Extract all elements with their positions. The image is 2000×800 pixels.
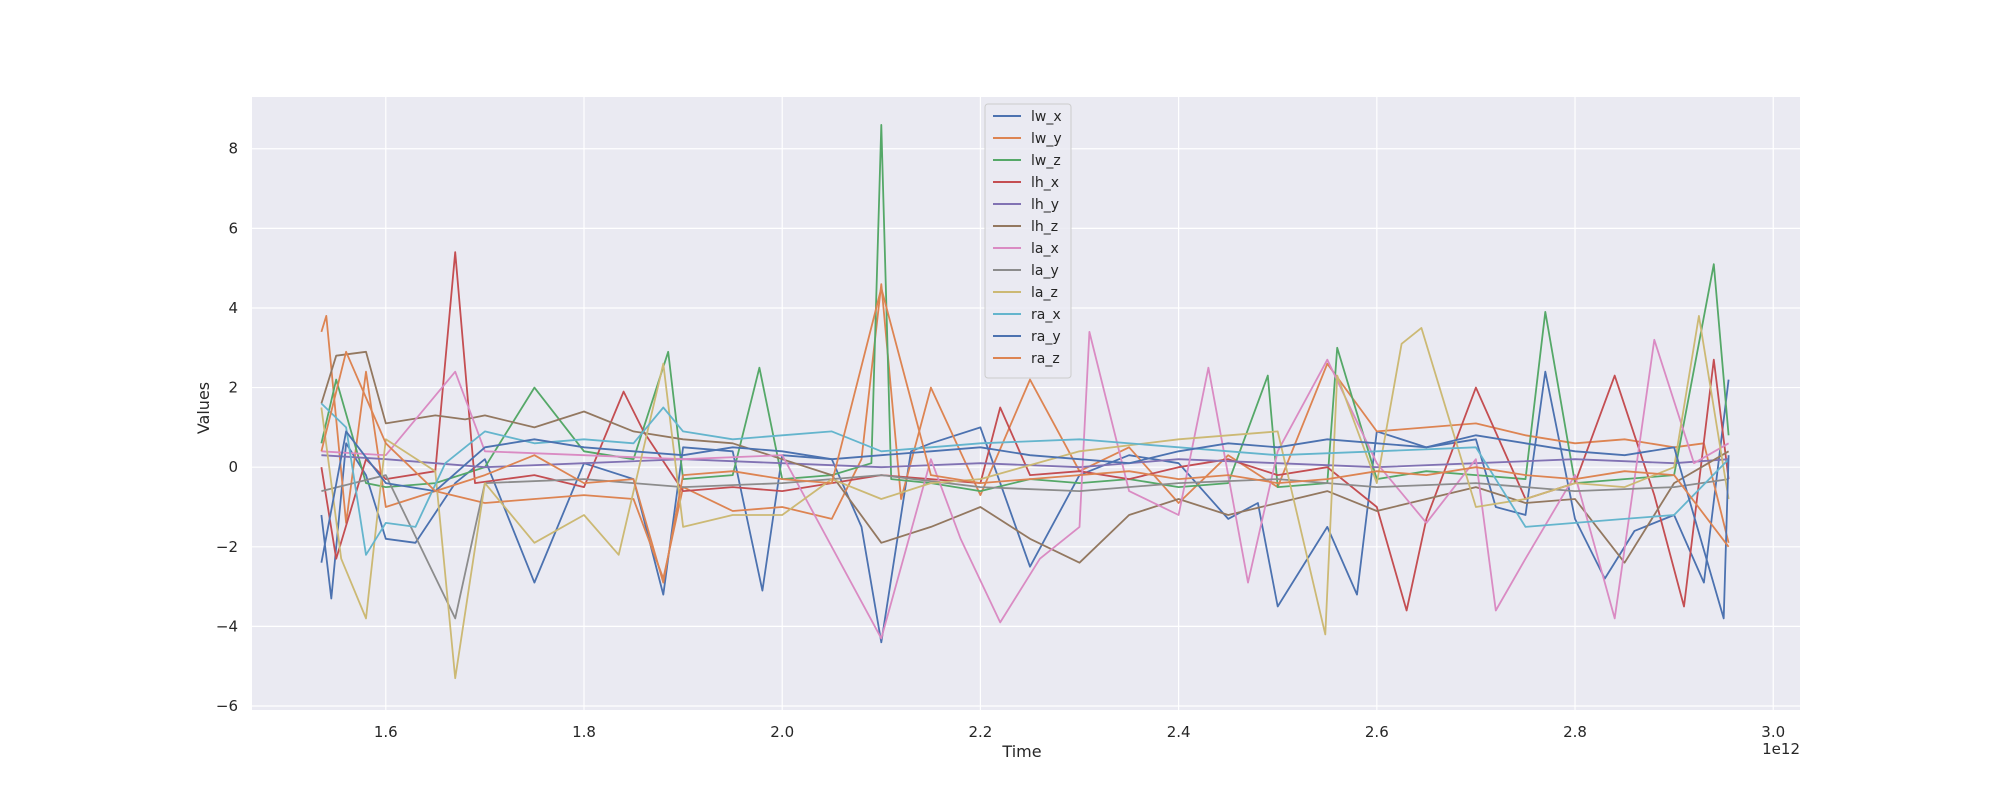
- legend-label-la_y: la_y: [1031, 263, 1059, 279]
- y-tick-label: 4: [228, 299, 238, 317]
- series-line-ra_z: [320, 287, 1730, 584]
- y-tick-label: −2: [216, 538, 238, 556]
- legend-label-lh_z: lh_z: [1031, 219, 1058, 235]
- x-tick-label: 3.0: [1761, 723, 1785, 741]
- x-tick-label: 2.8: [1563, 723, 1587, 741]
- legend-label-la_z: la_z: [1031, 285, 1058, 301]
- x-tick-label: 2.4: [1167, 723, 1191, 741]
- legend-label-lw_z: lw_z: [1031, 153, 1061, 169]
- legend: lw_x lw_y lw_z lh_x lh_y lh_z la_x la_y la_z ra_x…: [984, 103, 1072, 379]
- y-tick-label: −4: [216, 617, 238, 635]
- x-axis-ticks: 1.6 1.8 2.0 2.2 2.4 2.6 2.8 3.0: [374, 723, 1785, 741]
- x-tick-label: 1.8: [572, 723, 596, 741]
- legend-box: [984, 103, 1072, 379]
- y-tick-label: 0: [228, 458, 238, 476]
- x-tick-label: 2.0: [770, 723, 794, 741]
- series-line-ra_x: [320, 402, 1730, 556]
- legend-label-ra_z: ra_z: [1031, 351, 1060, 367]
- series-lines: [320, 124, 1730, 680]
- series-line-la_x: [321, 330, 1730, 640]
- x-offset-label: 1e12: [1762, 740, 1800, 758]
- legend-label-lh_y: lh_y: [1031, 197, 1059, 213]
- series-line-la_y: [321, 474, 1729, 620]
- legend-label-ra_x: ra_x: [1031, 307, 1061, 323]
- y-tick-label: 6: [228, 219, 238, 237]
- series-line-ra_y: [320, 430, 1730, 620]
- x-tick-label: 1.6: [374, 723, 398, 741]
- series-line-lw_z: [320, 124, 1730, 493]
- legend-label-la_x: la_x: [1031, 241, 1059, 257]
- x-axis-label: Time: [1001, 742, 1041, 761]
- series-line-lh_z: [320, 350, 1730, 564]
- x-tick-label: 2.2: [968, 723, 992, 741]
- legend-label-lw_x: lw_x: [1031, 109, 1062, 125]
- legend-label-lh_x: lh_x: [1031, 175, 1059, 191]
- y-tick-label: 2: [228, 379, 238, 397]
- y-tick-label: −6: [216, 697, 238, 715]
- series-line-lw_x: [320, 370, 1730, 644]
- legend-label-ra_y: ra_y: [1031, 329, 1061, 345]
- y-axis-label: Values: [194, 382, 213, 434]
- x-tick-label: 2.6: [1365, 723, 1389, 741]
- legend-label-lw_y: lw_y: [1031, 131, 1062, 147]
- y-tick-label: 8: [228, 140, 238, 158]
- y-axis-ticks: −6 −4 −2 0 2 4 6 8: [216, 140, 238, 715]
